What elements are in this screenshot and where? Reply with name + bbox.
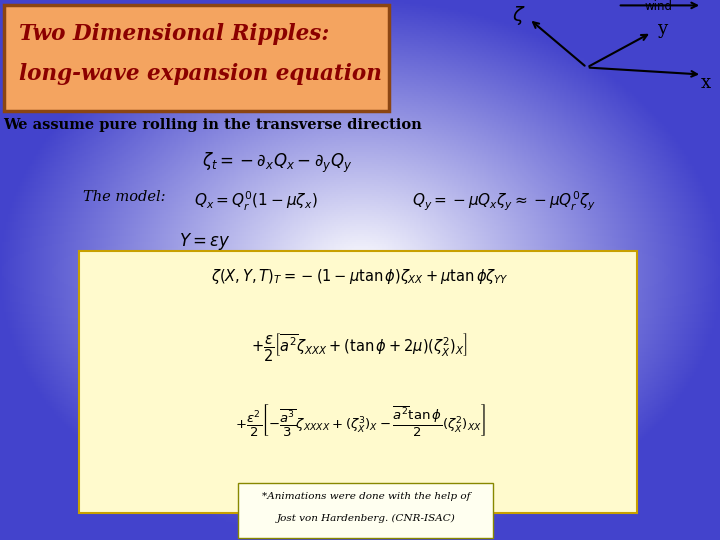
FancyBboxPatch shape	[238, 483, 493, 538]
Text: Jost von Hardenberg. (CNR-ISAC): Jost von Hardenberg. (CNR-ISAC)	[276, 514, 455, 523]
Text: The model:: The model:	[83, 190, 166, 204]
Text: long-wave expansion equation: long-wave expansion equation	[19, 63, 382, 85]
Text: $Q_y = -\mu Q_x \zeta_y \approx -\mu Q_r^0 \zeta_y$: $Q_y = -\mu Q_x \zeta_y \approx -\mu Q_r…	[412, 190, 596, 213]
Text: $+\dfrac{\varepsilon^2}{2}\left[-\dfrac{\overline{a^3}}{3}\zeta_{XXXX} + (\zeta_: $+\dfrac{\varepsilon^2}{2}\left[-\dfrac{…	[235, 402, 485, 438]
Text: $Y = \varepsilon y$: $Y = \varepsilon y$	[179, 231, 231, 252]
FancyBboxPatch shape	[4, 5, 389, 111]
Text: $\zeta_t = -\partial_x Q_x - \partial_y Q_y$: $\zeta_t = -\partial_x Q_x - \partial_y …	[202, 151, 352, 176]
Text: *Animations were done with the help of: *Animations were done with the help of	[261, 492, 470, 502]
Text: $+\dfrac{\varepsilon}{2}\left[\overline{a^2}\zeta_{XXX} + (\tan\phi + 2\mu)(\zet: $+\dfrac{\varepsilon}{2}\left[\overline{…	[251, 332, 469, 365]
Text: Two Dimensional Ripples:: Two Dimensional Ripples:	[19, 23, 330, 45]
Text: $\zeta$: $\zeta$	[512, 4, 525, 26]
FancyBboxPatch shape	[79, 251, 637, 513]
Text: We assume pure rolling in the transverse direction: We assume pure rolling in the transverse…	[3, 118, 422, 132]
Text: wind: wind	[645, 0, 672, 13]
Text: y: y	[657, 19, 667, 38]
Text: $Q_x = Q_r^0(1 - \mu\zeta_x)$: $Q_x = Q_r^0(1 - \mu\zeta_x)$	[194, 190, 318, 213]
Text: x: x	[701, 73, 711, 92]
Text: $\zeta(X,Y,T)_T = -(1-\mu\tan\phi)\zeta_{XX} + \mu\tan\phi\zeta_{YY}$: $\zeta(X,Y,T)_T = -(1-\mu\tan\phi)\zeta_…	[211, 267, 509, 286]
